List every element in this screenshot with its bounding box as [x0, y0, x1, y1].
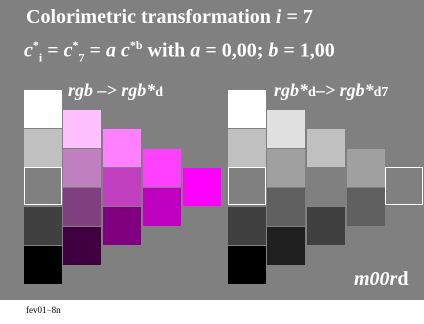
left-swatch-c2-r1	[103, 168, 141, 206]
right-swatch-c1-r1	[267, 148, 305, 187]
transformation-formula: c*i = c*7 = a c*b with a = 0,00; b = 1,0…	[24, 38, 335, 65]
right-swatch-c1-r3	[267, 226, 305, 265]
right-swatch-c0-r2	[228, 168, 266, 206]
left-swatch-c1-r1	[63, 148, 101, 187]
left-swatch-c2-r2	[103, 207, 141, 245]
left-swatch-c0-r1	[24, 129, 62, 167]
left-swatch-c0-r0	[24, 90, 62, 128]
left-swatch-c1-r3	[63, 226, 101, 265]
left-swatch-c3-r0	[143, 148, 181, 187]
left-swatch-c0-r3	[24, 207, 62, 245]
figure-panel: Colorimetric transformation i = 7 c*i = …	[0, 0, 424, 300]
highlight-box-left	[24, 167, 62, 205]
right-swatch-c2-r1	[307, 168, 345, 206]
right-swatch-c0-r4	[228, 246, 266, 284]
right-swatch-c2-r2	[307, 207, 345, 245]
right-series-label: rgb*d–> rgb*d7	[274, 80, 389, 100]
right-swatch-c0-r1	[228, 129, 266, 167]
right-swatch-c3-r0	[347, 148, 385, 187]
left-swatch-c0-r4	[24, 246, 62, 284]
right-swatch-c4-r0	[387, 168, 424, 206]
left-swatch-c3-r1	[143, 187, 181, 226]
right-swatch-c1-r0	[267, 109, 305, 148]
left-swatch-c1-r2	[63, 187, 101, 226]
code-label: m00rd	[354, 268, 409, 290]
right-swatch-c2-r0	[307, 129, 345, 167]
left-swatch-c1-r0	[63, 109, 101, 148]
right-swatch-c0-r3	[228, 207, 266, 245]
figure-caption: fev01−8n	[26, 305, 61, 315]
right-swatch-c0-r0	[228, 90, 266, 128]
highlight-box-middle	[228, 167, 266, 205]
highlight-box-right	[385, 167, 423, 205]
left-series-label: rgb –> rgb*d	[68, 80, 164, 100]
left-swatch-c2-r0	[103, 129, 141, 167]
right-swatch-c3-r1	[347, 187, 385, 226]
left-swatch-c4-r0	[183, 168, 221, 206]
figure-title: Colorimetric transformation i = 7	[26, 6, 313, 28]
right-swatch-c1-r2	[267, 187, 305, 226]
left-swatch-c0-r2	[24, 168, 62, 206]
